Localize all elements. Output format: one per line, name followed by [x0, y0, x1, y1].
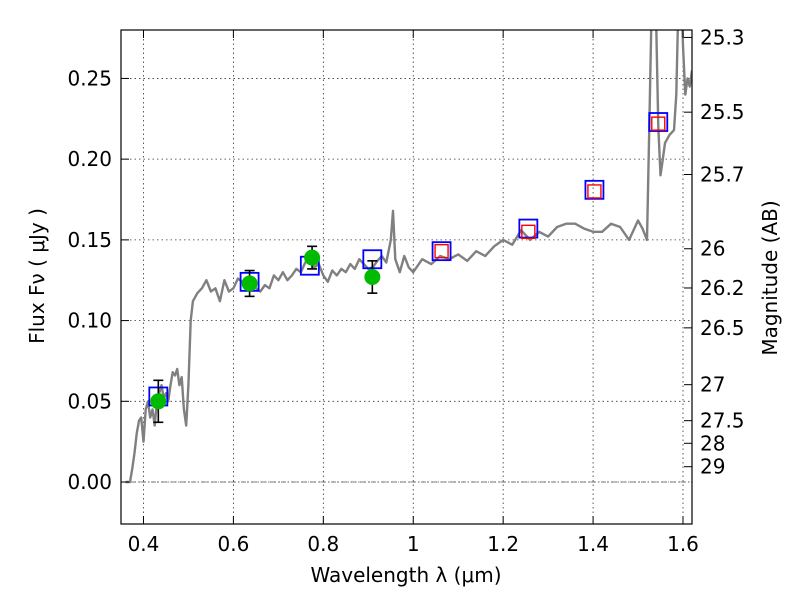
plot-frame: [120, 29, 693, 525]
observed-point: [304, 249, 321, 266]
observed-point: [364, 269, 381, 285]
magnitude-tick-label: 25.5: [700, 100, 745, 124]
magnitude-tick-label: 27.5: [700, 409, 745, 433]
grid: [121, 30, 692, 524]
model-box: [518, 218, 539, 239]
y-tick-label: 0.05: [67, 389, 112, 413]
model-box: [648, 112, 669, 132]
y-axis-flux: 0.00 0.05 0.10 0.15 0.20 0.25: [67, 66, 129, 494]
x-tick-label: 1.4: [577, 532, 609, 556]
magnitude-tick-label: 27: [700, 373, 725, 397]
observed-box: [434, 243, 449, 259]
magnitude-tick-label: 28: [700, 431, 725, 455]
y-tick-label: 0.20: [67, 147, 112, 171]
x-tick-label: 1.6: [667, 532, 699, 556]
y-axis-label: Flux Fν ( μJy ): [25, 208, 49, 344]
model-box: [584, 179, 605, 200]
x-tick-label: 0.6: [217, 532, 249, 556]
x-axis-label: Wavelength λ (μm): [310, 563, 501, 587]
y-tick-label: 0.25: [67, 66, 112, 90]
magnitude-tick-label: 26.2: [700, 276, 745, 300]
model-box: [431, 241, 452, 262]
magnitude-tick-label: 26.5: [700, 316, 745, 340]
magnitude-tick-label: 29: [700, 455, 725, 479]
observed-box: [587, 184, 602, 199]
x-axis: 0.4 0.6 0.8 1 1.2 1.4 1.6: [128, 30, 699, 556]
y2-axis-label: Magnitude (AB): [758, 200, 782, 355]
plot-data: [125, 30, 692, 484]
observed-point: [150, 393, 167, 410]
y-tick-label: 0.15: [67, 228, 112, 252]
magnitude-tick-label: 26: [700, 237, 725, 261]
observed-point: [241, 275, 258, 292]
observed-box: [521, 224, 536, 239]
magnitude-tick-label: 25.3: [700, 25, 745, 49]
observed-box: [651, 116, 666, 131]
y-tick-label: 0.00: [67, 470, 112, 494]
x-tick-label: 1: [407, 532, 420, 556]
x-tick-label: 0.8: [307, 532, 339, 556]
y-tick-label: 0.10: [67, 309, 112, 333]
x-tick-label: 1.2: [487, 532, 519, 556]
x-tick-label: 0.4: [128, 532, 160, 556]
magnitude-tick-label: 25.7: [700, 162, 745, 186]
spectrum-line: [125, 30, 692, 484]
